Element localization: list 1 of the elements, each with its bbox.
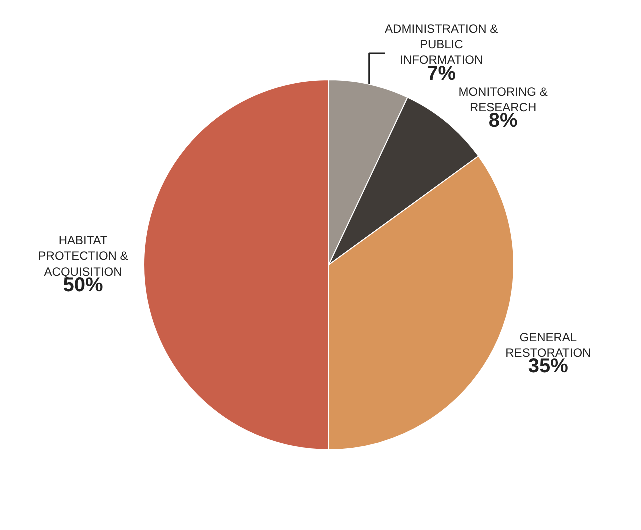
slice-label: GENERAL RESTORATION (506, 330, 592, 360)
